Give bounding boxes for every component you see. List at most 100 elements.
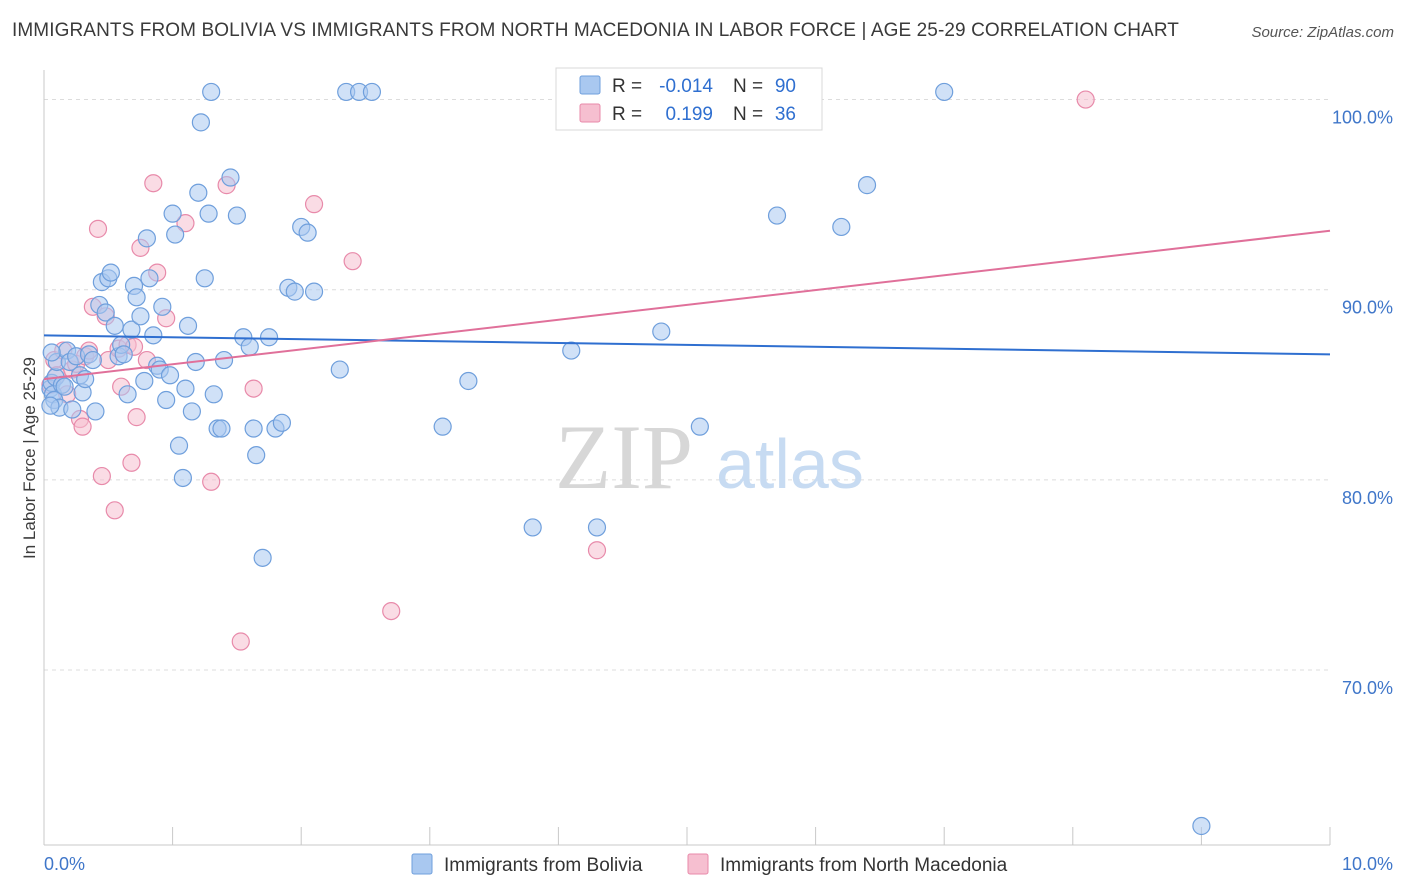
point-bolivia <box>191 113 210 132</box>
stats-macedonia-n-label: N = <box>733 104 763 125</box>
legend-macedonia-swatch <box>687 853 709 875</box>
point-bolivia <box>857 176 877 195</box>
x-tick-label-max: 10.0% <box>1342 854 1393 874</box>
series-macedonia-points <box>41 90 1095 651</box>
point-bolivia <box>101 263 120 282</box>
point-bolivia <box>214 350 234 370</box>
point-macedonia <box>343 252 362 271</box>
point-bolivia <box>652 322 671 341</box>
point-bolivia <box>160 366 180 385</box>
chart-title: IMMIGRANTS FROM BOLIVIA VS IMMIGRANTS FR… <box>12 20 1180 41</box>
point-bolivia <box>114 345 133 364</box>
point-bolivia <box>204 385 223 404</box>
point-bolivia <box>135 371 154 391</box>
point-bolivia <box>42 343 61 362</box>
point-bolivia <box>221 168 240 187</box>
y-tick-label: 100.0% <box>1332 108 1393 128</box>
legend: Immigrants from Bolivia Immigrants from … <box>411 853 1008 876</box>
point-macedonia <box>231 632 250 651</box>
point-bolivia <box>285 282 304 301</box>
trend-lines <box>43 229 1331 381</box>
point-bolivia <box>157 390 176 410</box>
watermark-zip: ZIP <box>555 406 693 508</box>
y-tick-labels: 70.0% 80.0% 90.0% 100.0% <box>1332 108 1393 699</box>
point-bolivia <box>562 341 581 360</box>
point-bolivia <box>244 419 263 438</box>
point-macedonia <box>144 174 163 193</box>
point-bolivia <box>127 288 146 307</box>
watermark-atlas: atlas <box>716 425 864 503</box>
legend-bolivia-label: Immigrants from Bolivia <box>444 855 643 876</box>
point-bolivia <box>272 413 292 432</box>
point-bolivia <box>523 518 542 537</box>
point-bolivia <box>105 316 124 335</box>
point-bolivia <box>259 328 279 347</box>
point-bolivia <box>433 417 452 436</box>
point-bolivia <box>86 402 105 421</box>
point-bolivia <box>144 326 163 345</box>
stats-macedonia-n-value: 36 <box>775 104 796 125</box>
point-bolivia <box>690 417 709 436</box>
point-bolivia <box>459 371 478 391</box>
trend-line-macedonia <box>43 229 1331 381</box>
point-macedonia <box>105 501 124 520</box>
point-macedonia <box>304 195 324 214</box>
point-bolivia <box>131 307 150 326</box>
stats-bolivia-n-value: 90 <box>775 76 796 97</box>
point-macedonia <box>127 408 146 427</box>
point-bolivia <box>240 337 259 356</box>
point-macedonia <box>244 379 263 398</box>
point-bolivia <box>247 446 266 465</box>
point-bolivia <box>587 518 607 537</box>
x-axis-ticks <box>172 827 1331 845</box>
point-macedonia <box>1076 90 1095 109</box>
point-bolivia <box>83 350 102 370</box>
y-tick-label: 90.0% <box>1342 298 1393 318</box>
point-bolivia <box>202 82 221 102</box>
stats-box: R = -0.014 N = 90 R = 0.199 N = 36 <box>555 67 823 131</box>
point-bolivia <box>304 282 324 301</box>
point-bolivia <box>163 204 182 223</box>
trend-line-bolivia <box>43 334 1331 356</box>
point-bolivia <box>176 379 195 398</box>
point-bolivia <box>96 303 115 322</box>
stats-macedonia-r-value: 0.199 <box>665 104 713 125</box>
point-bolivia <box>41 396 60 415</box>
point-bolivia <box>182 402 201 421</box>
point-bolivia <box>137 229 156 248</box>
point-bolivia <box>173 468 192 488</box>
point-macedonia <box>92 466 111 486</box>
point-macedonia <box>73 417 92 436</box>
y-tick-label: 80.0% <box>1342 488 1393 508</box>
point-bolivia <box>212 419 231 438</box>
point-bolivia <box>767 206 787 225</box>
point-bolivia <box>122 320 141 339</box>
point-bolivia <box>195 269 214 288</box>
watermark: ZIP atlas <box>555 406 864 508</box>
point-bolivia <box>189 183 208 202</box>
point-bolivia <box>362 82 382 102</box>
point-bolivia <box>63 400 82 419</box>
point-bolivia <box>118 385 137 404</box>
point-macedonia <box>88 219 108 238</box>
point-bolivia <box>153 297 172 316</box>
point-bolivia <box>199 204 218 223</box>
point-bolivia <box>832 217 851 237</box>
legend-macedonia-label: Immigrants from North Macedonia <box>720 855 1008 876</box>
series-bolivia-points <box>41 82 1211 836</box>
stats-bolivia-swatch <box>579 75 601 95</box>
point-macedonia <box>202 472 221 491</box>
x-tick-label-min: 0.0% <box>44 854 85 874</box>
stats-bolivia-r-value: -0.014 <box>659 76 713 97</box>
point-macedonia <box>176 214 195 233</box>
point-macedonia <box>382 601 401 621</box>
point-bolivia <box>253 548 272 567</box>
point-bolivia <box>55 377 74 396</box>
legend-bolivia-swatch <box>411 853 433 875</box>
source-credit: Source: ZipAtlas.com <box>1251 24 1394 41</box>
y-tick-label: 70.0% <box>1342 678 1393 698</box>
stats-macedonia-swatch <box>579 103 601 123</box>
point-bolivia <box>330 360 349 379</box>
point-bolivia <box>935 82 954 102</box>
